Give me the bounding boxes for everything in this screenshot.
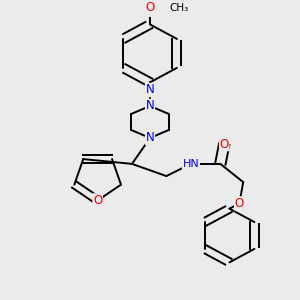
Text: N: N bbox=[146, 83, 154, 97]
Text: N: N bbox=[146, 100, 154, 112]
Text: CH₃: CH₃ bbox=[169, 3, 189, 13]
Text: O: O bbox=[220, 138, 229, 151]
Text: O: O bbox=[235, 197, 244, 210]
Text: HN: HN bbox=[182, 159, 199, 169]
Text: O: O bbox=[146, 1, 154, 14]
Text: N: N bbox=[146, 131, 154, 145]
Text: O: O bbox=[93, 194, 102, 207]
